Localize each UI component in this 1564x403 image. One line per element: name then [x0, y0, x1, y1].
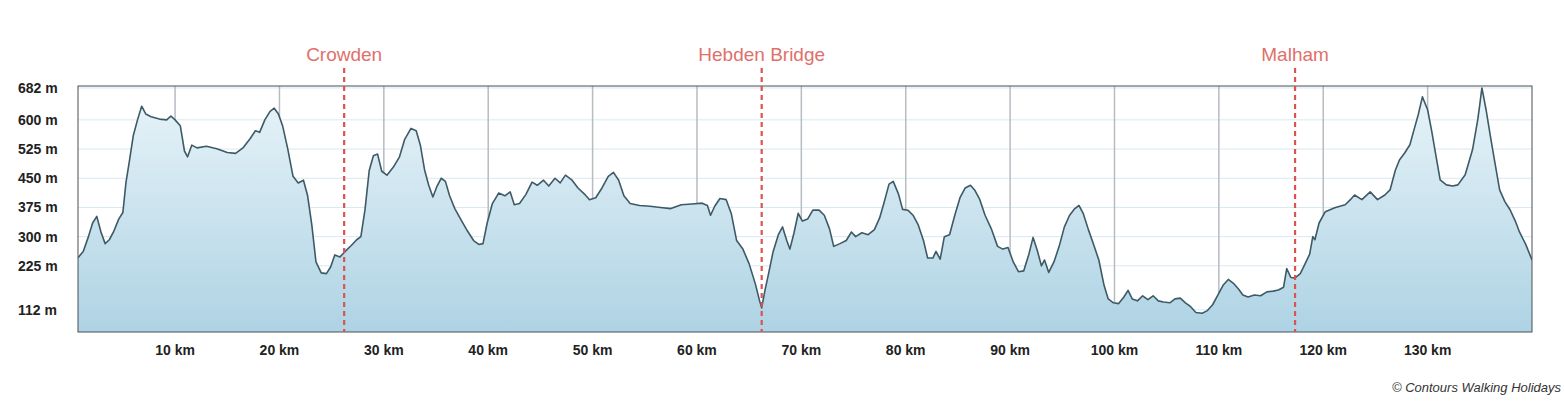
x-tick-label: 50 km: [573, 342, 613, 358]
x-tick-label: 70 km: [781, 342, 821, 358]
data-group: [78, 88, 1532, 332]
x-tick-label: 120 km: [1299, 342, 1346, 358]
elevation-line: [78, 88, 1532, 313]
y-tick-label: 525 m: [18, 141, 58, 157]
y-tick-label: 682 m: [18, 80, 58, 96]
x-tick-label: 60 km: [677, 342, 717, 358]
y-tick-label: 300 m: [18, 229, 58, 245]
annotation-label: Crowden: [306, 44, 382, 65]
x-grid-line: [1114, 86, 1116, 332]
x-tick-label: 10 km: [155, 342, 195, 358]
annotation-label: Malham: [1261, 44, 1329, 65]
elevation-area: [78, 88, 1532, 332]
x-tick-label: 110 km: [1196, 342, 1243, 358]
annotation-line: [761, 68, 763, 332]
x-tick-label: 130 km: [1404, 342, 1451, 358]
plot-frame: [78, 86, 1532, 332]
chart: 112 m 225 m 300 m 375 m 450 m 525 m 600 m 682 m…: [0, 0, 1564, 403]
x-tick-label: 40 km: [468, 342, 508, 358]
y-grid-line: [78, 87, 1532, 88]
y-grid-line: [78, 178, 1532, 179]
annotation-line: [343, 68, 345, 332]
y-tick-label: 450 m: [18, 170, 58, 186]
credit: © Contours Walking Holidays: [1392, 380, 1562, 395]
y-grid-line: [78, 149, 1532, 150]
annotation-line: [1294, 68, 1296, 332]
x-tick-label: 30 km: [364, 342, 404, 358]
x-tick-label: 20 km: [260, 342, 300, 358]
x-tick-label: 80 km: [886, 342, 926, 358]
x-tick-label: 90 km: [990, 342, 1030, 358]
grid: [78, 86, 1532, 332]
y-tick-label: 112 m: [18, 302, 57, 318]
y-grid-line: [78, 119, 1532, 120]
y-tick-label: 600 m: [18, 112, 58, 128]
y-tick-label: 225 m: [18, 258, 58, 274]
x-tick-label: 100 km: [1091, 342, 1138, 358]
plot-background: [78, 86, 1532, 332]
y-tick-label: 375 m: [18, 199, 58, 215]
annotation-label: Hebden Bridge: [698, 44, 825, 65]
